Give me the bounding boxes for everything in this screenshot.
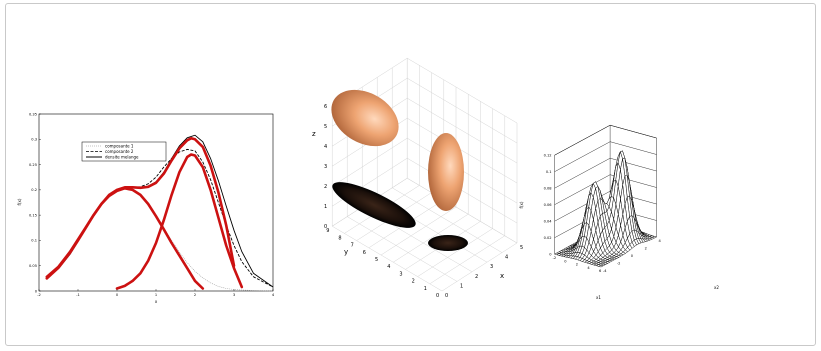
z-tick-label: 0.1 bbox=[546, 170, 552, 174]
z-tick-label: 3 bbox=[324, 164, 327, 170]
z-tick-label: 0.04 bbox=[544, 220, 553, 224]
z-tick-label: 1 bbox=[324, 204, 327, 210]
x-tick-label: 3 bbox=[490, 264, 493, 270]
y-tick-label: 7 bbox=[351, 243, 354, 249]
x-tick-label: 1 bbox=[460, 283, 463, 289]
legend-label-2: composante 2 bbox=[105, 149, 134, 154]
z-tick-label: 2 bbox=[324, 184, 327, 190]
y-tick-label: 4 bbox=[387, 264, 390, 270]
z-tick-label: 0.06 bbox=[544, 203, 553, 207]
y-tick-label: 8 bbox=[338, 235, 341, 241]
plot3-surface-mesh bbox=[555, 151, 657, 267]
y-tick-label: 0.2 bbox=[31, 188, 37, 192]
wall-grid-line bbox=[555, 125, 611, 155]
plot2-ylabel: y bbox=[344, 248, 348, 256]
x1-tick-label: -2 bbox=[553, 256, 557, 260]
series-line-1 bbox=[47, 188, 273, 291]
z-tick-label: 4 bbox=[324, 144, 327, 150]
x-tick-label: 0 bbox=[445, 293, 448, 299]
shadow-ellipse-2 bbox=[428, 235, 468, 251]
plot3-zlabel: f(x) bbox=[519, 201, 524, 208]
x-tick-label: 0 bbox=[116, 293, 119, 297]
x-tick-label: -2 bbox=[37, 293, 41, 297]
x2-tick-label: 0 bbox=[631, 254, 634, 258]
legend-label-1: composante 1 bbox=[105, 144, 134, 149]
wall-grid-line bbox=[610, 125, 656, 138]
plot1-ylabel: f(x) bbox=[17, 198, 22, 205]
x-tick-label: -1 bbox=[76, 293, 80, 297]
ellipsoid-2 bbox=[428, 133, 464, 211]
z-tick-label: 0 bbox=[324, 224, 327, 230]
z-tick-label: 0.02 bbox=[544, 236, 552, 240]
plot2-xlabel: x bbox=[500, 272, 504, 280]
series-line-2 bbox=[47, 149, 273, 287]
wall-grid-line bbox=[555, 158, 611, 188]
x-tick-label: 2 bbox=[475, 274, 478, 280]
x1-tick-label: 4 bbox=[587, 266, 590, 270]
y-tick-label: 6 bbox=[363, 250, 366, 256]
y-tick-label: 0.15 bbox=[29, 213, 37, 217]
y-tick-label: 0.35 bbox=[29, 112, 37, 116]
x2-tick-label: -2 bbox=[617, 262, 621, 266]
z-tick-label: 0.08 bbox=[544, 187, 553, 191]
shadow-ellipse-1 bbox=[327, 174, 420, 236]
x-tick-label: 2 bbox=[194, 293, 196, 297]
legend-label-3: densite melange bbox=[105, 155, 139, 160]
plot3-x2label: x2 bbox=[714, 285, 719, 290]
x-tick-label: 4 bbox=[272, 293, 275, 297]
series-line-5 bbox=[47, 188, 203, 288]
y-tick-label: 5 bbox=[375, 257, 378, 263]
x-tick-label: 1 bbox=[155, 293, 157, 297]
x-tick-label: 3 bbox=[233, 293, 235, 297]
y-tick-label: 0.3 bbox=[31, 138, 37, 142]
x2-tick-label: -4 bbox=[603, 269, 607, 273]
wall-grid-line bbox=[407, 98, 517, 163]
wall-grid-line bbox=[555, 142, 611, 172]
x1-tick-label: 0 bbox=[564, 259, 567, 263]
y-tick-label: 0.05 bbox=[29, 264, 37, 268]
y-tick-label: 0 bbox=[436, 293, 439, 299]
x2-tick-label: 2 bbox=[645, 247, 647, 251]
x-tick-label: 5 bbox=[520, 245, 523, 251]
x-tick-label: 4 bbox=[505, 255, 508, 261]
plot1-legend: composante 1 composante 2 densite melang… bbox=[82, 142, 166, 161]
plot3-x1label: x1 bbox=[596, 295, 601, 300]
wall-grid-line bbox=[407, 78, 517, 143]
y-tick-label: 3 bbox=[399, 271, 402, 277]
plot1-xlabel: x bbox=[155, 299, 158, 304]
series-line-6 bbox=[117, 155, 242, 289]
y-tick-label: 2 bbox=[412, 279, 415, 285]
y-tick-label: 0.25 bbox=[29, 163, 37, 167]
plot2-zlabel: z bbox=[312, 130, 316, 138]
plot1-axes-box bbox=[39, 114, 273, 291]
wall-grid-line bbox=[610, 142, 656, 155]
z-tick-label: 0.12 bbox=[544, 154, 552, 158]
z-tick-label: 6 bbox=[324, 104, 327, 110]
y-tick-label: 0.1 bbox=[31, 239, 37, 243]
x1-tick-label: 6 bbox=[599, 269, 602, 273]
y-tick-label: 1 bbox=[424, 286, 427, 292]
x2-tick-label: 4 bbox=[659, 239, 662, 243]
x1-tick-label: 2 bbox=[576, 263, 578, 267]
wall-grid-line bbox=[407, 58, 517, 123]
z-tick-label: 5 bbox=[324, 124, 327, 130]
